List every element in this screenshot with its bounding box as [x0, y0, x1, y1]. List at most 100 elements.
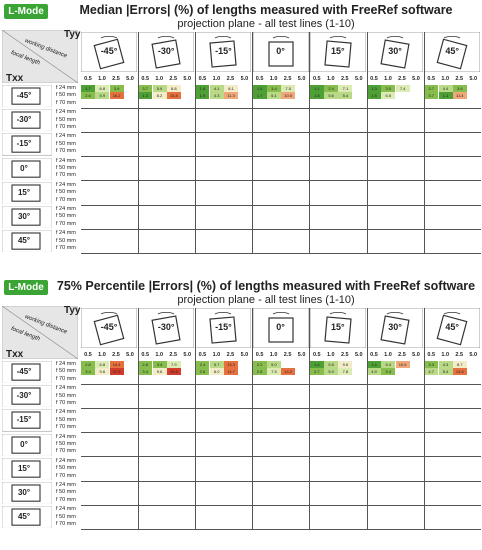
heatmap-cell [195, 458, 209, 465]
heatmap-cell [281, 521, 295, 528]
mode-badge: L-Mode [4, 280, 48, 295]
heatmap-cell [324, 148, 338, 155]
heatmap-cell [338, 400, 352, 407]
heatmap-cell [396, 385, 410, 392]
focal-length-label: f 24 mm [56, 506, 80, 514]
heatmap-cell [367, 434, 381, 441]
heatmap-cell [424, 165, 438, 172]
heatmap-cell [453, 100, 467, 107]
heatmap-cell [138, 497, 152, 504]
heatmap-cell [110, 497, 124, 504]
heatmap-cell [453, 158, 467, 165]
heatmap-cell [338, 489, 352, 496]
heatmap-cell [210, 141, 224, 148]
heatmap-cell [153, 489, 167, 496]
heatmap-cell [138, 458, 152, 465]
heatmap-cell [381, 197, 395, 204]
heatmap-cell [138, 376, 152, 383]
heatmap-cell [439, 230, 453, 237]
heatmap-cell [253, 482, 267, 489]
working-distance-row-6: 0.5 1.0 2.5 5.0 [424, 351, 480, 359]
heatmap-cell [181, 521, 195, 528]
heatmap-cell [267, 385, 281, 392]
focal-length-label: f 50 mm [56, 514, 80, 522]
heatmap-cell [381, 189, 395, 196]
heatmap-cell [238, 400, 252, 407]
working-distance-label: 1.0 [438, 351, 452, 359]
heatmap-cell: 5.9 [153, 85, 167, 92]
heatmap-cell [353, 92, 367, 99]
heatmap-cell [95, 473, 109, 480]
heatmap-cell [367, 424, 381, 431]
heatmap-cell [281, 465, 295, 472]
heatmap-cell [281, 458, 295, 465]
heatmap-cell [367, 497, 381, 504]
heatmap-cell [224, 434, 238, 441]
heatmap-cell [353, 400, 367, 407]
heatmap-cell [238, 238, 252, 245]
heatmap-cell [253, 441, 267, 448]
heatmap-cell [338, 448, 352, 455]
tyy-header-2: -15° [195, 308, 251, 348]
heatmap-cell [381, 506, 395, 513]
heatmap-cell [238, 148, 252, 155]
heatmap-cell [353, 514, 367, 521]
heatmap-cell [381, 172, 395, 179]
heatmap-cell [167, 465, 181, 472]
heatmap-cell [124, 165, 138, 172]
working-distance-label: 5.0 [237, 75, 251, 83]
heatmap-cell [81, 393, 95, 400]
heatmap-cell [324, 245, 338, 252]
heatmap-cell [338, 100, 352, 107]
heatmap-cell: 13.6 [453, 368, 467, 375]
heatmap-cell: 1.1 [310, 85, 324, 92]
heatmap-cell [210, 158, 224, 165]
txx-row-label-5: 30° f 24 mm f 50 mm f 70 mm [2, 206, 78, 228]
heatmap-cell [424, 448, 438, 455]
heatmap-cell [381, 409, 395, 416]
heatmap-cell [81, 245, 95, 252]
heatmap-cell: 14.4 [110, 361, 124, 368]
heatmap-cell [467, 473, 481, 480]
heatmap-cell [81, 521, 95, 528]
heatmap-cell [281, 424, 295, 431]
tyy-header-5: 30° [367, 32, 423, 72]
heatmap-cell [353, 85, 367, 92]
heatmap-cell [267, 213, 281, 220]
heatmap-cell [253, 424, 267, 431]
heatmap-cell: 27.9 [110, 368, 124, 375]
heatmap-cell [138, 521, 152, 528]
heatmap-cell [195, 448, 209, 455]
heatmap-cell [338, 206, 352, 213]
txx-angle-label: 30° [8, 488, 40, 497]
focal-length-label: f 70 mm [56, 424, 80, 432]
heatmap-cell [238, 117, 252, 124]
heatmap-cell [238, 141, 252, 148]
heatmap-cell [324, 182, 338, 189]
heatmap-cell [210, 473, 224, 480]
heatmap-cell [396, 165, 410, 172]
heatmap-cell [253, 133, 267, 140]
heatmap-cell [195, 221, 209, 228]
heatmap-cell [410, 100, 424, 107]
heatmap-cell [95, 393, 109, 400]
heatmap-cell [353, 489, 367, 496]
heatmap-cell: 7.8 [338, 368, 352, 375]
heatmap-cell [353, 417, 367, 424]
heatmap-cell [138, 189, 152, 196]
heatmap-cell [124, 172, 138, 179]
heatmap-cell [110, 133, 124, 140]
heatmap-cell [439, 434, 453, 441]
heatmap-cell [110, 385, 124, 392]
working-distance-row-3: 0.5 1.0 2.5 5.0 [253, 351, 309, 359]
heatmap-cell [453, 141, 467, 148]
working-distance-label: 5.0 [352, 75, 366, 83]
heatmap-cell [138, 409, 152, 416]
heatmap-cell: 19.6 [167, 368, 181, 375]
tyy-header-5: 30° [367, 308, 423, 348]
heatmap-cell [367, 514, 381, 521]
heatmap-cell [153, 197, 167, 204]
heatmap-cell [238, 109, 252, 116]
heatmap-cell [181, 417, 195, 424]
working-distance-label: 0.5 [367, 75, 381, 83]
